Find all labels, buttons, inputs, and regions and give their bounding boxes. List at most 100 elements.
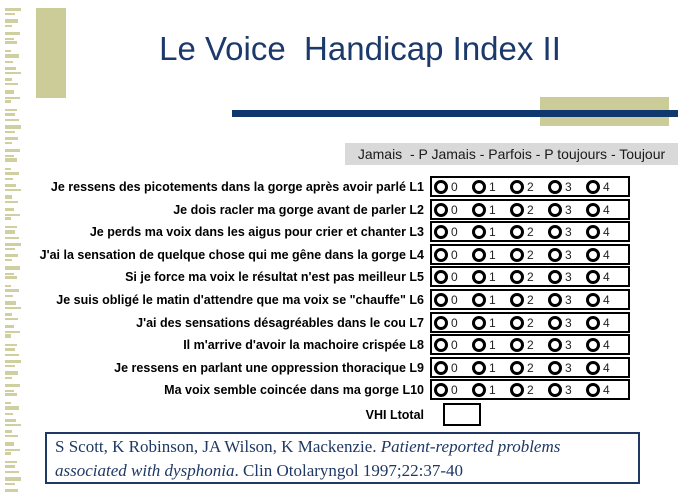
radio-icon[interactable] bbox=[586, 315, 600, 330]
radio-option[interactable]: 4 bbox=[586, 224, 624, 239]
radio-option[interactable]: 4 bbox=[586, 382, 624, 397]
radio-option[interactable]: 1 bbox=[472, 360, 510, 375]
radio-icon[interactable] bbox=[472, 247, 486, 262]
radio-icon[interactable] bbox=[548, 360, 562, 375]
radio-option[interactable]: 4 bbox=[586, 269, 624, 284]
radio-icon[interactable] bbox=[510, 247, 524, 262]
radio-option[interactable]: 3 bbox=[548, 247, 586, 262]
radio-option[interactable]: 2 bbox=[510, 360, 548, 375]
radio-option[interactable]: 1 bbox=[472, 382, 510, 397]
radio-option[interactable]: 3 bbox=[548, 224, 586, 239]
radio-option[interactable]: 2 bbox=[510, 224, 548, 239]
radio-icon[interactable] bbox=[434, 337, 448, 352]
radio-option[interactable]: 1 bbox=[472, 224, 510, 239]
radio-option[interactable]: 0 bbox=[434, 315, 472, 330]
radio-icon[interactable] bbox=[586, 247, 600, 262]
radio-icon[interactable] bbox=[510, 269, 524, 284]
radio-icon[interactable] bbox=[434, 382, 448, 397]
radio-icon[interactable] bbox=[510, 382, 524, 397]
radio-icon[interactable] bbox=[472, 224, 486, 239]
radio-icon[interactable] bbox=[548, 337, 562, 352]
radio-option[interactable]: 3 bbox=[548, 337, 586, 352]
radio-option[interactable]: 0 bbox=[434, 224, 472, 239]
radio-icon[interactable] bbox=[434, 315, 448, 330]
radio-option[interactable]: 3 bbox=[548, 360, 586, 375]
radio-option[interactable]: 2 bbox=[510, 202, 548, 217]
radio-icon[interactable] bbox=[586, 224, 600, 239]
radio-option[interactable]: 2 bbox=[510, 315, 548, 330]
radio-icon[interactable] bbox=[472, 292, 486, 307]
radio-option[interactable]: 2 bbox=[510, 382, 548, 397]
radio-option[interactable]: 0 bbox=[434, 337, 472, 352]
radio-option[interactable]: 0 bbox=[434, 179, 472, 194]
radio-icon[interactable] bbox=[548, 224, 562, 239]
radio-option[interactable]: 3 bbox=[548, 292, 586, 307]
radio-icon[interactable] bbox=[548, 315, 562, 330]
radio-icon[interactable] bbox=[434, 247, 448, 262]
radio-option[interactable]: 1 bbox=[472, 337, 510, 352]
radio-option[interactable]: 0 bbox=[434, 360, 472, 375]
radio-icon[interactable] bbox=[434, 269, 448, 284]
radio-icon[interactable] bbox=[586, 269, 600, 284]
radio-icon[interactable] bbox=[472, 179, 486, 194]
radio-option[interactable]: 4 bbox=[586, 337, 624, 352]
radio-option[interactable]: 3 bbox=[548, 382, 586, 397]
radio-option[interactable]: 2 bbox=[510, 337, 548, 352]
radio-icon[interactable] bbox=[434, 292, 448, 307]
radio-icon[interactable] bbox=[434, 360, 448, 375]
radio-option[interactable]: 4 bbox=[586, 247, 624, 262]
radio-icon[interactable] bbox=[548, 247, 562, 262]
radio-option[interactable]: 3 bbox=[548, 269, 586, 284]
radio-option[interactable]: 1 bbox=[472, 269, 510, 284]
radio-option[interactable]: 1 bbox=[472, 202, 510, 217]
radio-icon[interactable] bbox=[472, 382, 486, 397]
radio-option[interactable]: 4 bbox=[586, 315, 624, 330]
radio-option[interactable]: 2 bbox=[510, 269, 548, 284]
radio-option[interactable]: 1 bbox=[472, 247, 510, 262]
radio-icon[interactable] bbox=[472, 315, 486, 330]
total-input-box[interactable] bbox=[443, 403, 481, 426]
radio-option[interactable]: 1 bbox=[472, 292, 510, 307]
radio-icon[interactable] bbox=[586, 360, 600, 375]
radio-option[interactable]: 4 bbox=[586, 292, 624, 307]
radio-icon[interactable] bbox=[510, 179, 524, 194]
radio-icon[interactable] bbox=[472, 360, 486, 375]
radio-icon[interactable] bbox=[472, 202, 486, 217]
radio-option[interactable]: 4 bbox=[586, 202, 624, 217]
radio-icon[interactable] bbox=[510, 360, 524, 375]
radio-icon[interactable] bbox=[472, 337, 486, 352]
radio-icon[interactable] bbox=[586, 202, 600, 217]
radio-option[interactable]: 3 bbox=[548, 179, 586, 194]
radio-option[interactable]: 2 bbox=[510, 247, 548, 262]
radio-option[interactable]: 0 bbox=[434, 202, 472, 217]
radio-option[interactable]: 3 bbox=[548, 315, 586, 330]
radio-icon[interactable] bbox=[472, 269, 486, 284]
radio-option[interactable]: 0 bbox=[434, 382, 472, 397]
radio-icon[interactable] bbox=[586, 337, 600, 352]
radio-icon[interactable] bbox=[548, 269, 562, 284]
radio-option[interactable]: 1 bbox=[472, 179, 510, 194]
radio-icon[interactable] bbox=[434, 224, 448, 239]
radio-icon[interactable] bbox=[586, 382, 600, 397]
radio-option[interactable]: 1 bbox=[472, 315, 510, 330]
radio-icon[interactable] bbox=[548, 382, 562, 397]
radio-option[interactable]: 3 bbox=[548, 202, 586, 217]
radio-option[interactable]: 0 bbox=[434, 247, 472, 262]
radio-option[interactable]: 2 bbox=[510, 292, 548, 307]
radio-icon[interactable] bbox=[510, 202, 524, 217]
radio-icon[interactable] bbox=[434, 179, 448, 194]
radio-icon[interactable] bbox=[548, 179, 562, 194]
radio-icon[interactable] bbox=[510, 292, 524, 307]
radio-option[interactable]: 4 bbox=[586, 179, 624, 194]
radio-icon[interactable] bbox=[434, 202, 448, 217]
radio-icon[interactable] bbox=[586, 292, 600, 307]
radio-icon[interactable] bbox=[510, 315, 524, 330]
radio-option[interactable]: 2 bbox=[510, 179, 548, 194]
radio-icon[interactable] bbox=[510, 224, 524, 239]
radio-option[interactable]: 4 bbox=[586, 360, 624, 375]
radio-option[interactable]: 0 bbox=[434, 292, 472, 307]
radio-option[interactable]: 0 bbox=[434, 269, 472, 284]
radio-icon[interactable] bbox=[548, 292, 562, 307]
radio-icon[interactable] bbox=[586, 179, 600, 194]
radio-icon[interactable] bbox=[510, 337, 524, 352]
